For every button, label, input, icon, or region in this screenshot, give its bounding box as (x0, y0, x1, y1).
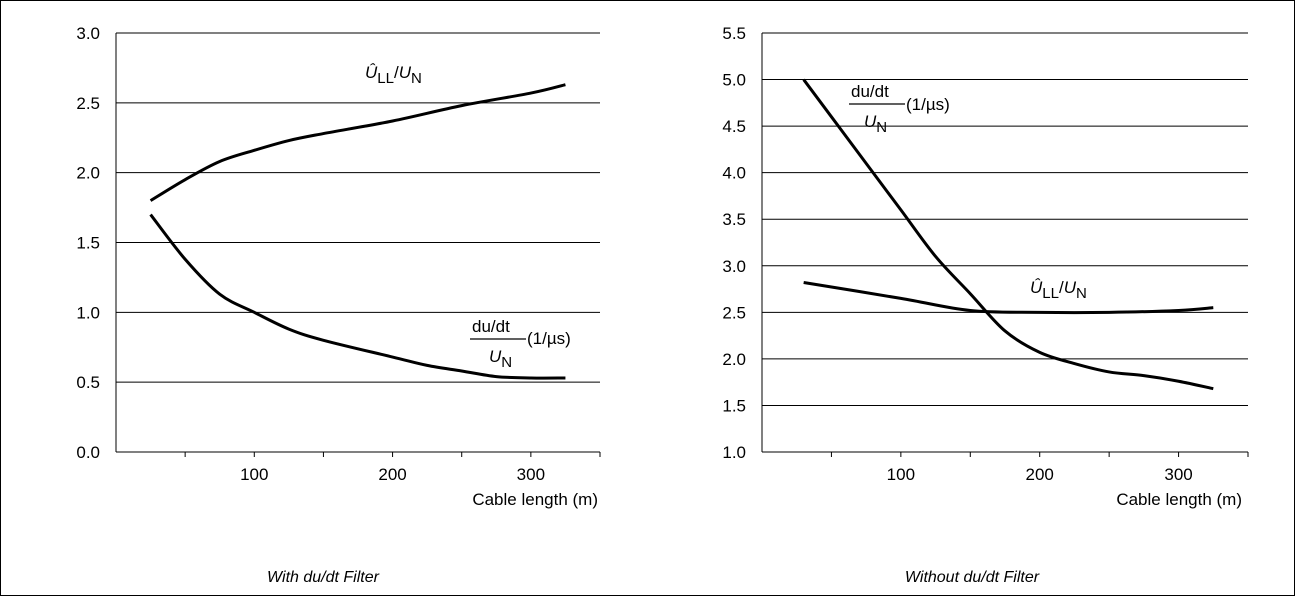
y-tick-label: 3.0 (76, 24, 100, 43)
chart1-gridlines (762, 32, 1248, 406)
chart0-dudt-num: du/dt (472, 317, 510, 336)
chart1-dudt-den-sub: N (876, 119, 887, 136)
y-tick-label: 1.0 (722, 443, 746, 462)
series-line-0 (149, 83, 566, 202)
y-tick-label: 4.0 (722, 164, 746, 183)
svg-text:UN: UN (489, 347, 512, 371)
y-tick-label: 3.5 (722, 210, 746, 229)
chart0-dudt-den-sub: N (501, 354, 512, 371)
chart0-y-ticks: 0.0 0.5 1.0 1.5 2.0 2.5 3.0 (76, 24, 100, 462)
chart1-caption: Without du/dt Filter (905, 569, 1040, 586)
chart1-dudt-den: U (864, 112, 877, 131)
chart1-x-axis-label: Cable length (m) (1116, 490, 1242, 509)
chart1-x-ticks: 100 200 300 (830, 452, 1249, 484)
y-tick-label: 2.0 (722, 350, 746, 369)
chart0-ull-den: U (399, 63, 412, 82)
chart1-series-label-ull: ÛLL/UN (1030, 278, 1087, 302)
y-tick-label: 2.5 (76, 94, 100, 113)
y-tick-label: 0.5 (76, 373, 100, 392)
y-tick-label: 2.5 (722, 303, 746, 322)
svg-text:ÛLL/UN: ÛLL/UN (1030, 278, 1087, 302)
chart0-ull-den-sub: N (411, 70, 422, 87)
x-tick-label: 100 (240, 465, 268, 484)
y-tick-label: 1.5 (76, 234, 100, 253)
chart1-ull-den: U (1064, 278, 1077, 297)
y-tick-label: 1.0 (76, 303, 100, 322)
chart0-caption: With du/dt Filter (267, 569, 380, 586)
x-tick-label: 200 (378, 465, 406, 484)
chart1-dudt-unit: (1/µs) (906, 95, 950, 114)
y-tick-label: 2.0 (76, 164, 100, 183)
chart1-ull-den-sub: N (1076, 285, 1087, 302)
chart0-x-axis-label: Cable length (m) (472, 490, 598, 509)
svg-text:UN: UN (864, 112, 887, 136)
x-tick-label: 300 (1164, 465, 1192, 484)
svg-text:ÛLL/UN: ÛLL/UN (365, 63, 422, 87)
chart1-y-ticks: 1.0 1.5 2.0 2.5 3.0 3.5 4.0 4.5 5.0 5.5 (722, 24, 746, 462)
chart1-dudt-num: du/dt (851, 82, 889, 101)
chart0-ull-sub: LL (377, 70, 394, 87)
series-line-0 (802, 78, 1214, 391)
series-line-1 (149, 213, 566, 380)
y-tick-label: 4.5 (722, 117, 746, 136)
chart-without-filter: 1.0 1.5 2.0 2.5 3.0 3.5 4.0 4.5 5.0 5.5 100 200 300… (722, 24, 1249, 586)
x-tick-label: 300 (517, 465, 545, 484)
x-tick-label: 200 (1026, 465, 1054, 484)
chart0-gridlines (116, 32, 600, 383)
chart1-ull-sub: LL (1042, 285, 1059, 302)
x-tick-label: 100 (887, 465, 915, 484)
chart0-ull-main: Û (365, 63, 378, 82)
y-tick-label: 1.5 (722, 396, 746, 415)
chart0-axes (115, 33, 600, 453)
chart1-series-label-dudt: du/dt UN (1/µs) (849, 82, 950, 136)
series-line-1 (803, 281, 1214, 315)
y-tick-label: 0.0 (76, 443, 100, 462)
chart0-dudt-den: U (489, 347, 502, 366)
chart0-series-label-dudt: du/dt UN (1/µs) (470, 317, 571, 371)
y-tick-label: 3.0 (722, 257, 746, 276)
chart1-ull-main: Û (1030, 278, 1043, 297)
chart-with-filter: 0.0 0.5 1.0 1.5 2.0 2.5 3.0 100 200 300 Cable le… (76, 24, 601, 586)
chart1-series (802, 78, 1214, 391)
chart0-dudt-unit: (1/µs) (527, 329, 571, 348)
chart0-series-label-ull: ÛLL/UN (365, 63, 422, 87)
chart1-axes (761, 33, 1248, 453)
y-tick-label: 5.0 (722, 71, 746, 90)
chart0-series (149, 83, 566, 380)
chart0-x-ticks: 100 200 300 (184, 452, 601, 484)
y-tick-label: 5.5 (722, 24, 746, 43)
